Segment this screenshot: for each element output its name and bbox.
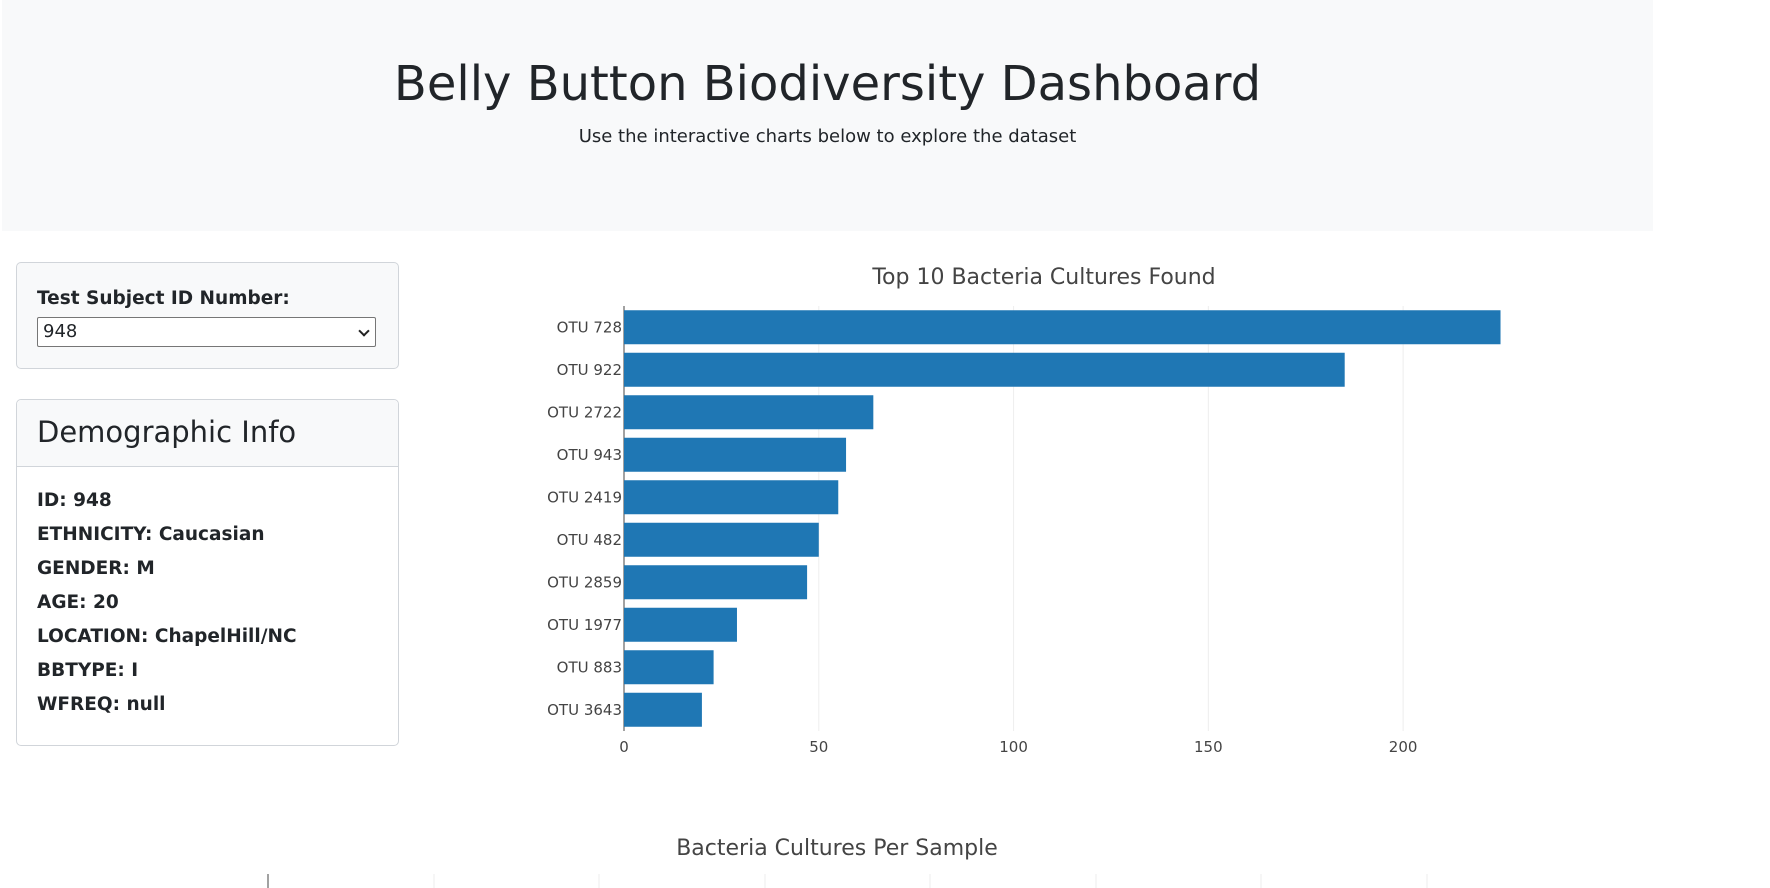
demo-ethnicity: ETHNICITY: Caucasian	[37, 524, 265, 545]
bar-otu-2419[interactable]	[624, 480, 839, 515]
bar-chart-bars	[624, 310, 1501, 727]
demo-location: LOCATION: ChapelHill/NC	[37, 626, 297, 647]
bar-chart-y-tick-label: OTU 482	[557, 531, 622, 549]
demo-wfreq: WFREQ: null	[37, 694, 166, 715]
bar-chart-y-tick-label: OTU 883	[557, 658, 622, 676]
top10-bar-chart[interactable]: Top 10 Bacteria Cultures Found OTU 728OT…	[0, 0, 1770, 760]
selector-card: Test Subject ID Number: 948	[16, 262, 399, 369]
bar-chart-y-labels: OTU 728 OTU 922 OTU 2722 OTU 943 OTU 2419 OTU…	[547, 318, 622, 719]
bar-chart-title: Top 10 Bacteria Cultures Found	[871, 265, 1215, 290]
bubble-chart-title: Bacteria Cultures Per Sample	[676, 836, 998, 861]
page-subtitle: Use the interactive charts below to expl…	[578, 126, 1077, 147]
bar-otu-2722[interactable]	[624, 395, 874, 430]
demographic-info-list: ID: 948 ETHNICITY: Caucasian GENDER: M A…	[37, 484, 297, 722]
bar-chart-x-tick-label: 200	[1389, 738, 1418, 756]
bar-chart-y-tick-label: OTU 943	[557, 446, 622, 464]
demographic-card-header: Demographic Info	[17, 400, 398, 467]
bar-chart-x-tick-label: 150	[1194, 738, 1223, 756]
bar-chart-y-tick-label: OTU 2859	[547, 573, 622, 591]
demo-bbtype: BBTYPE: I	[37, 660, 139, 681]
bar-chart-y-tick-label: OTU 728	[557, 318, 622, 336]
header-jumbotron: Belly Button Biodiversity Dashboard Use …	[2, 0, 1653, 231]
bar-chart-x-tick-label: 50	[809, 738, 828, 756]
bar-otu-3643[interactable]	[624, 692, 702, 727]
bar-chart-y-tick-label: OTU 922	[557, 361, 622, 379]
bar-otu-1977[interactable]	[624, 607, 737, 642]
bar-otu-922[interactable]	[624, 352, 1345, 387]
demographic-card: Demographic Info ID: 948 ETHNICITY: Cauc…	[16, 399, 399, 746]
bar-chart-y-tick-label: OTU 2722	[547, 403, 622, 421]
demo-gender: GENDER: M	[37, 558, 155, 579]
bar-chart-y-tick-label: OTU 1977	[547, 616, 622, 634]
subject-id-select[interactable]: 948	[37, 317, 376, 347]
bar-otu-883[interactable]	[624, 650, 714, 685]
demo-id: ID: 948	[37, 490, 112, 511]
page-title: Belly Button Biodiversity Dashboard	[393, 56, 1262, 112]
selector-label: Test Subject ID Number:	[37, 288, 290, 309]
subject-id-selected-value: 948	[43, 321, 78, 342]
demographic-title: Demographic Info	[37, 415, 297, 449]
bar-chart-x-tick-label: 100	[999, 738, 1028, 756]
bar-chart-y-tick-label: OTU 3643	[547, 701, 622, 719]
demo-age: AGE: 20	[37, 592, 119, 613]
bar-chart-x-tick-label: 0	[619, 738, 629, 756]
bar-chart-x-labels: 0 50 100 150 200	[619, 738, 1417, 756]
bar-otu-943[interactable]	[624, 437, 847, 472]
bar-otu-482[interactable]	[624, 522, 819, 557]
bar-chart-y-tick-label: OTU 2419	[547, 488, 622, 506]
bubble-chart-grid	[267, 874, 1428, 888]
bar-otu-2859[interactable]	[624, 565, 808, 600]
bar-otu-728[interactable]	[624, 310, 1501, 345]
